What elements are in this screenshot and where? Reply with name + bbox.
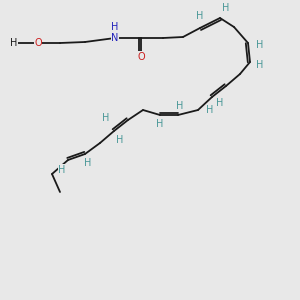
Text: H: H — [10, 38, 18, 48]
Text: O: O — [34, 38, 42, 48]
Text: H: H — [102, 113, 110, 123]
Text: H: H — [58, 165, 66, 175]
Text: H: H — [84, 158, 92, 168]
Text: H: H — [206, 105, 214, 115]
Text: H: H — [156, 119, 164, 129]
Text: N: N — [111, 33, 119, 43]
Text: H: H — [196, 11, 204, 21]
Text: O: O — [137, 52, 145, 62]
Text: H: H — [216, 98, 224, 108]
Text: H: H — [222, 3, 230, 13]
Text: H: H — [116, 135, 124, 145]
Text: H: H — [111, 22, 119, 32]
Text: H: H — [256, 40, 264, 50]
Text: H: H — [256, 60, 264, 70]
Text: H: H — [176, 101, 184, 111]
